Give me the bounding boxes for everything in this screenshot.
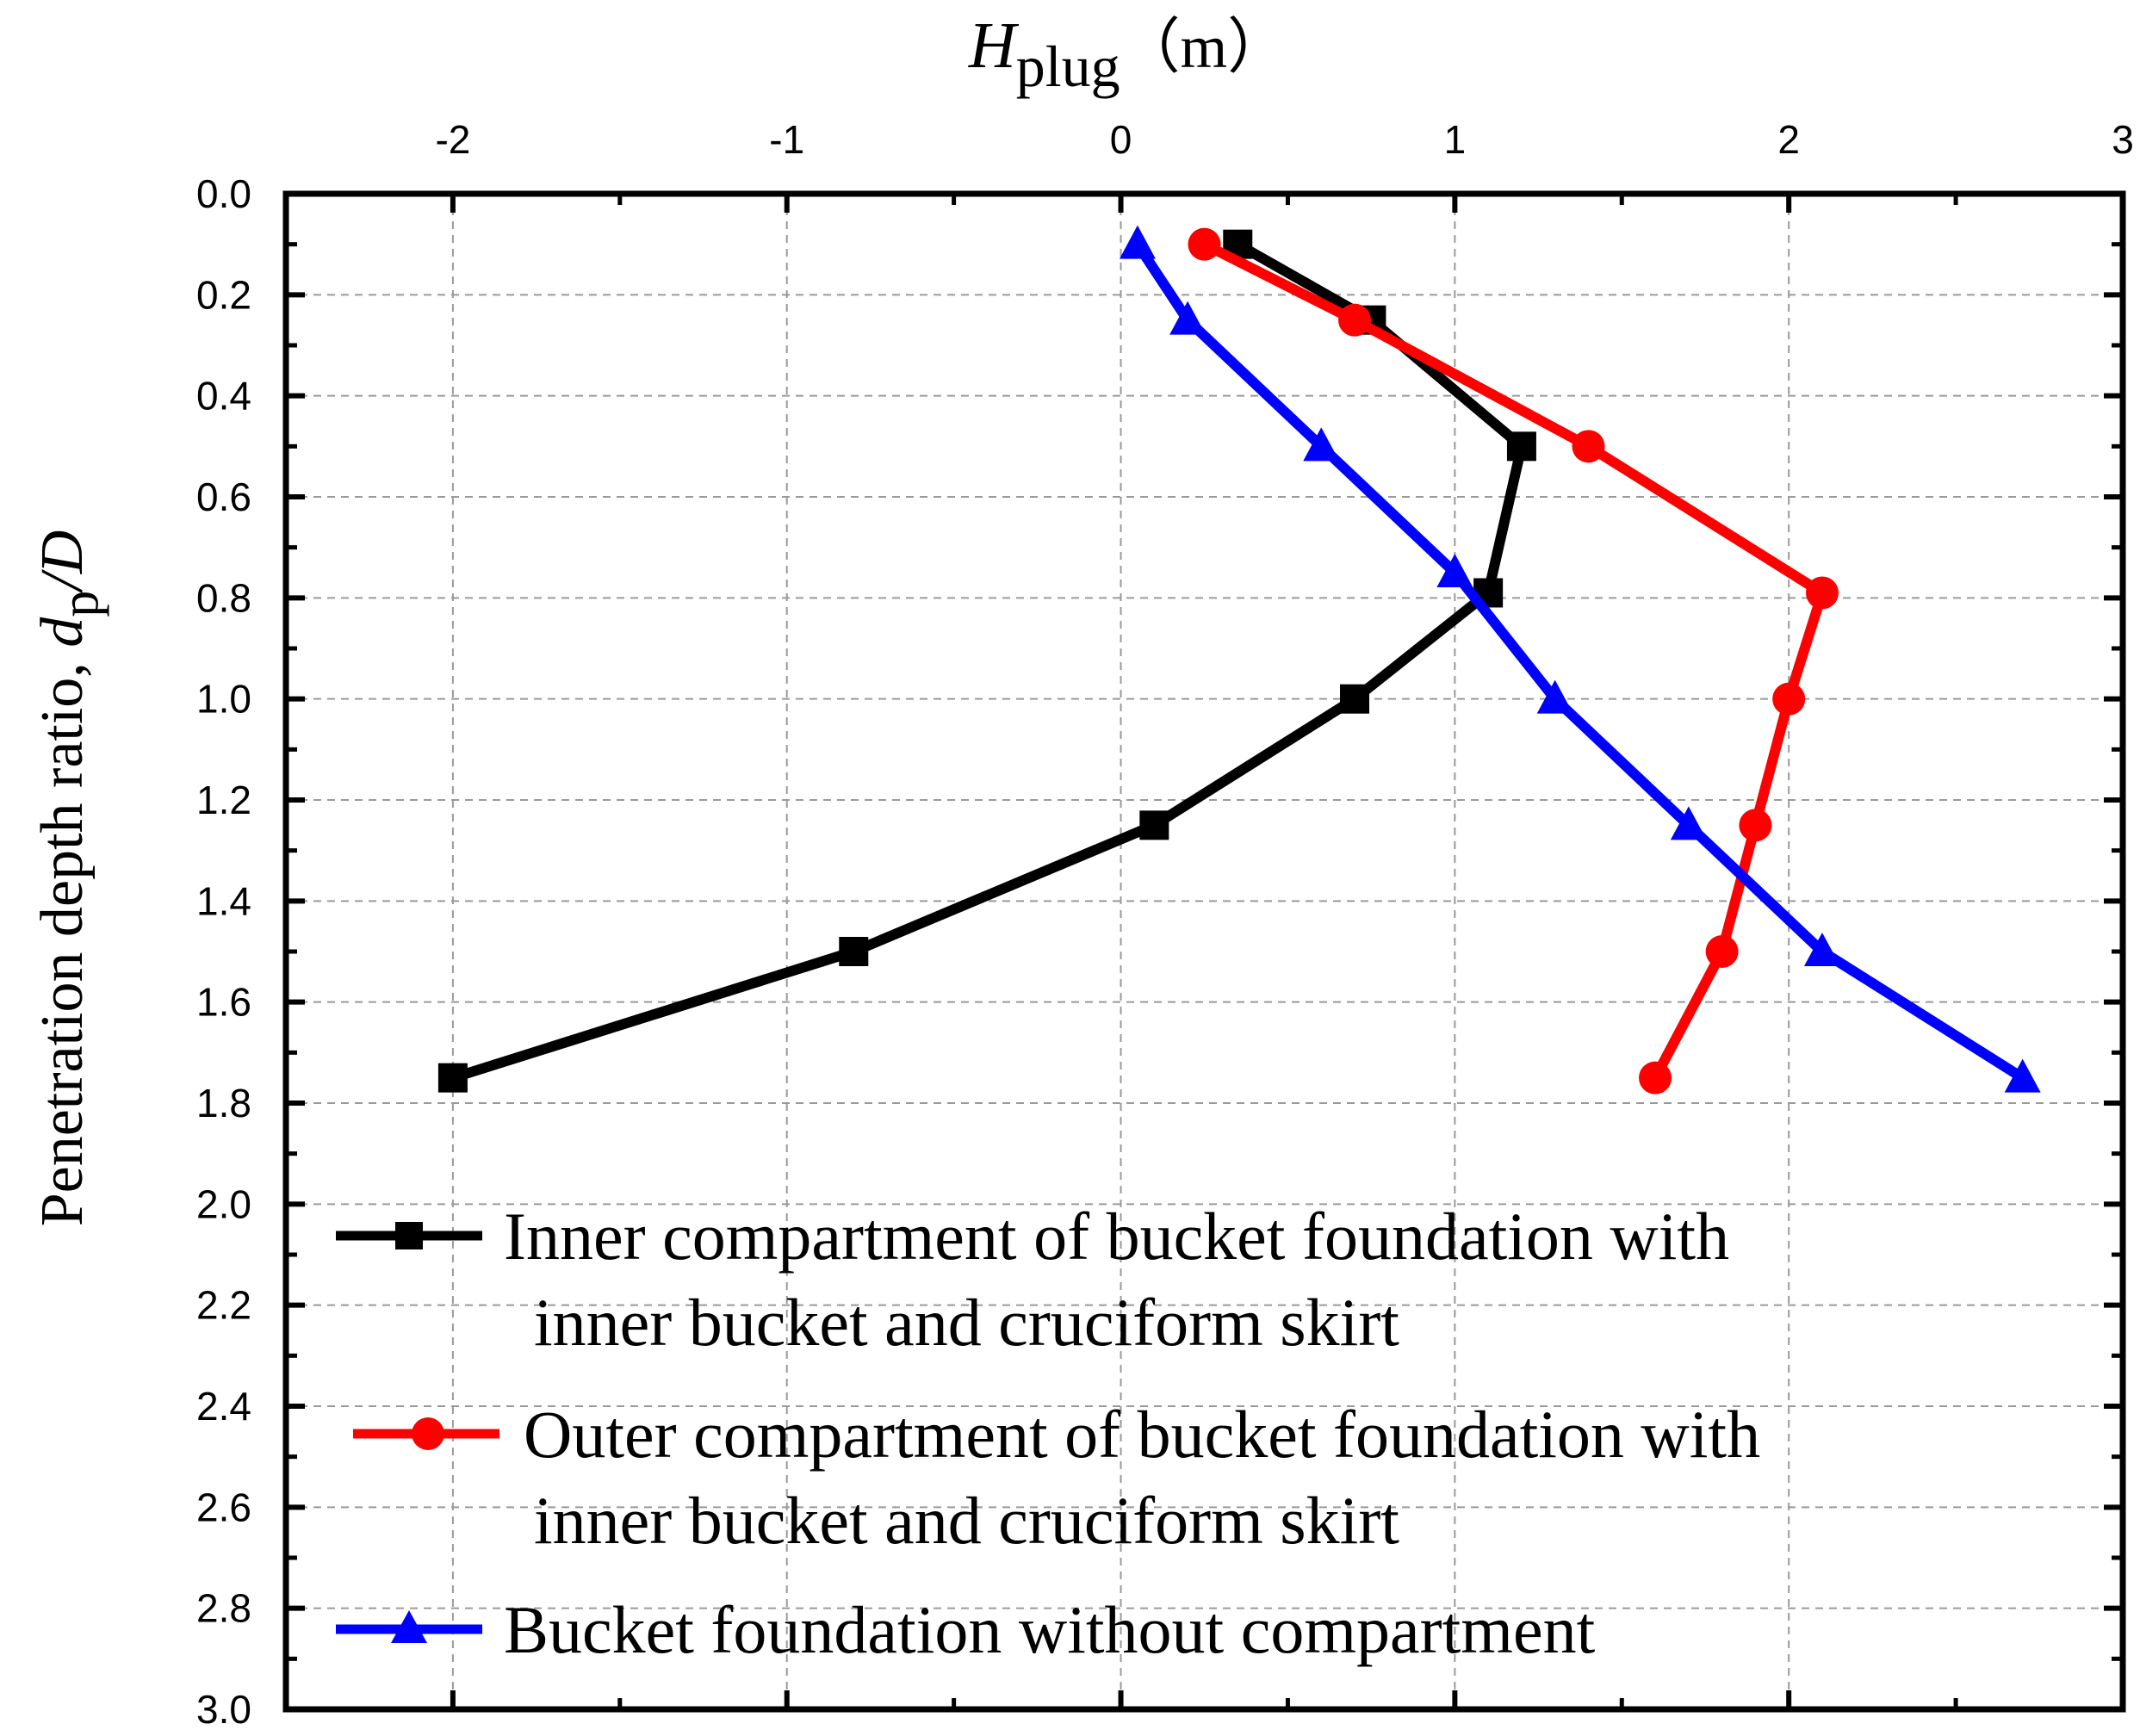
data-point-triangle [1169,301,1206,335]
plot-frame [282,190,2126,1713]
data-point-triangle [1803,933,1840,966]
legend-marker-circle [412,1417,444,1450]
data-point-triangle [1436,554,1473,587]
data-point-circle [1705,935,1739,968]
data-point-circle [1338,303,1372,337]
y-tick-label: 0.8 [196,575,251,620]
tick-labels: -2 -1 0 1 2 3 0.0 0.2 0.4 0.6 0.8 1.0 1.2 1.4 1.6 1.8 2.… [196,117,2134,1732]
legend-label-inner-line1: Inner compartment of bucket foundation w… [504,1199,1729,1274]
y-tick-label: 2.4 [196,1384,251,1429]
legend-label-outer-line2: inner bucket and cruciform skirt [534,1483,1399,1558]
y-tick-label: 2.6 [196,1485,251,1529]
y-axis-subscript: p [51,591,109,617]
series-inner-compartment [437,229,1536,1093]
data-point-square [839,937,869,966]
legend-marker-triangle [391,1610,427,1643]
data-point-triangle [1119,225,1156,259]
x-axis-unit: （m） [1120,15,1287,81]
x-tick-label: 1 [1444,117,1467,162]
data-point-triangle [1536,679,1573,714]
data-point-triangle [2004,1058,2041,1093]
data-point-square [1340,684,1370,714]
data-point-triangle [1670,806,1707,840]
y-tick-label: 1.8 [196,1081,251,1125]
series-outer-compartment [1188,227,1839,1094]
y-axis-tail: /D [29,530,96,594]
legend-label-inner-line2: inner bucket and cruciform skirt [534,1285,1399,1360]
x-tick-label: -1 [769,117,804,162]
y-tick-label: 1.0 [196,677,251,722]
x-tick-label: 3 [2112,117,2134,162]
y-tick-label: 1.4 [196,878,251,923]
y-tick-label: 1.2 [196,778,251,822]
x-tick-label: 2 [1777,117,1800,162]
y-tick-label: 0.2 [196,272,251,317]
y-axis-var: d [29,617,96,648]
y-tick-label: 3.0 [196,1687,251,1732]
y-axis-label-text: Penetration depth ratio, [29,648,96,1227]
y-tick-label: 2.8 [196,1586,251,1631]
data-point-circle [1572,430,1605,463]
y-tick-label: 2.0 [196,1181,251,1226]
legend-marker-square [395,1222,423,1249]
x-axis-symbol: H [968,9,1020,82]
x-tick-label: 0 [1110,117,1132,162]
data-point-triangle [1303,427,1340,462]
series-line-outer-compartment [1199,239,1827,1083]
x-axis-title: Hplug（m） [968,9,1287,99]
legend: Inner compartment of bucket foundation w… [336,1199,1760,1667]
data-series [437,225,2041,1094]
data-point-circle [1639,1061,1672,1094]
y-tick-label: 0.6 [196,474,251,519]
y-tick-label: 0.0 [196,171,251,216]
axis-ticks [283,191,2125,1712]
data-point-square [1139,810,1169,840]
legend-label-outer-line1: Outer compartment of bucket foundation w… [524,1397,1760,1472]
legend-label-bucket: Bucket foundation without compartment [504,1592,1596,1667]
x-axis-subscript: plug [1016,34,1120,99]
data-point-circle [1739,809,1772,842]
grid-lines [286,194,2123,1709]
data-point-square [437,1063,468,1093]
data-point-circle [1772,682,1806,716]
y-tick-label: 0.4 [196,374,251,418]
data-point-circle [1805,576,1839,610]
data-point-square [1506,431,1536,462]
y-tick-label: 2.2 [196,1283,251,1328]
y-tick-label: 1.6 [196,980,251,1025]
data-point-circle [1188,227,1221,261]
x-tick-label: -2 [435,117,470,162]
series-bucket-no-compartment [1119,225,2041,1093]
series-line-bucket-no-compartment [1132,239,2028,1083]
y-axis-title: Penetration depth ratio, dp/D [29,530,109,1227]
series-line-inner-compartment [447,239,1527,1083]
